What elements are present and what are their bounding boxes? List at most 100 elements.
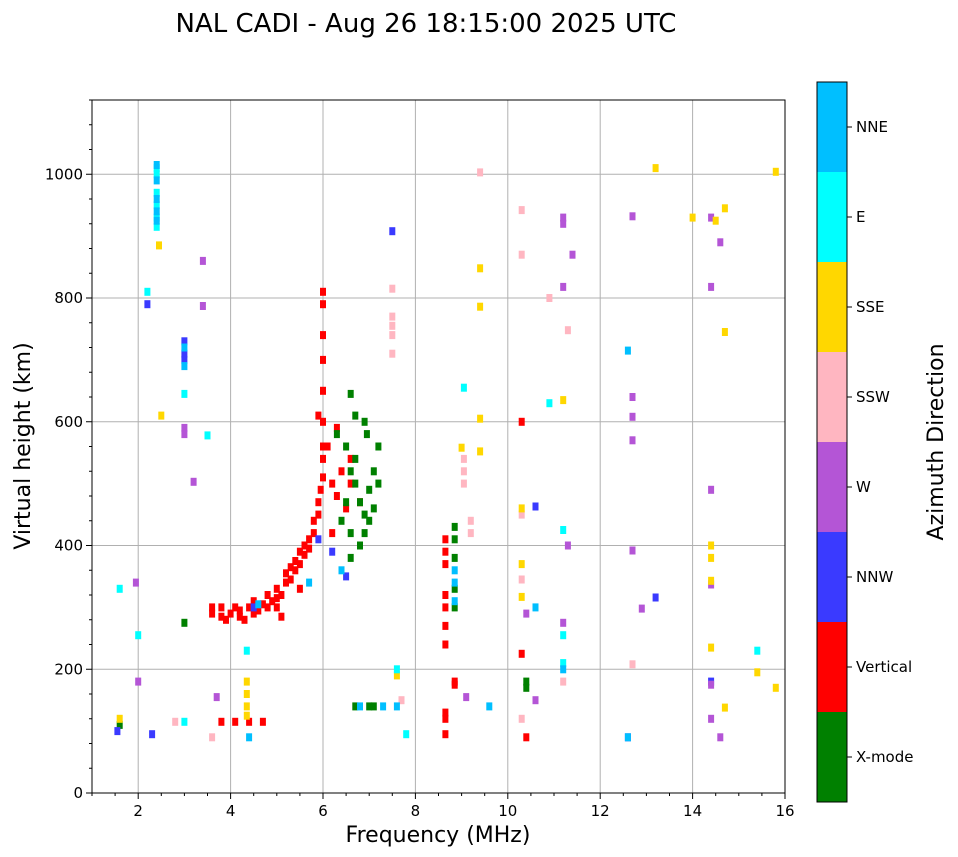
- point-vertical: [306, 544, 313, 553]
- point-sse: [708, 643, 715, 652]
- point-vertical: [278, 591, 285, 599]
- point-vertical: [320, 331, 326, 340]
- point-x-mode: [523, 683, 530, 692]
- point-ssw: [398, 696, 405, 705]
- point-x-mode: [347, 529, 354, 538]
- grid-lines: [92, 100, 786, 794]
- colorbar-tick-label: NNE: [856, 118, 888, 136]
- point-ssw: [460, 467, 467, 476]
- point-vertical: [320, 386, 326, 395]
- point-nne: [181, 362, 188, 371]
- point-w: [629, 412, 636, 421]
- x-tick-label: 8: [411, 802, 421, 820]
- colorbar-tick-label: NNW: [856, 568, 893, 586]
- point-vertical: [343, 504, 350, 513]
- point-vertical: [442, 640, 449, 649]
- point-w: [560, 282, 567, 291]
- point-vertical: [236, 612, 243, 621]
- point-vertical: [264, 591, 271, 599]
- point-x-mode: [451, 584, 458, 593]
- point-vertical: [333, 423, 340, 432]
- point-w: [629, 436, 636, 445]
- point-x-mode: [347, 467, 354, 476]
- point-nne: [153, 161, 160, 169]
- point-nne: [153, 207, 160, 216]
- point-sse: [712, 216, 719, 225]
- point-x-mode: [352, 479, 359, 488]
- point-sse: [243, 702, 250, 711]
- point-x-mode: [366, 485, 373, 494]
- colorbar-label: Azimuth Direction: [924, 343, 949, 540]
- point-vertical: [287, 563, 294, 572]
- point-x-mode: [451, 603, 458, 612]
- point-sse: [772, 683, 779, 692]
- x-tick-label: 16: [775, 802, 794, 820]
- point-vertical: [442, 591, 449, 599]
- point-x-mode: [333, 430, 340, 439]
- point-ssw: [460, 454, 467, 463]
- colorbar: X-mode Vertical NNW W SSW SSE E NNE: [816, 81, 913, 803]
- point-x-mode: [343, 442, 350, 451]
- point-sse: [708, 541, 715, 550]
- point-vertical: [301, 550, 308, 559]
- colorbar-tick-label: W: [856, 478, 871, 496]
- point-w: [569, 250, 576, 259]
- point-e: [153, 188, 160, 197]
- x-axis: 2 4 6 8 10 12 14 16: [91, 793, 795, 820]
- point-vertical: [232, 717, 239, 726]
- point-w: [532, 696, 539, 705]
- point-vertical: [315, 411, 322, 420]
- x-tick-label: 6: [318, 802, 328, 820]
- point-w: [199, 256, 206, 265]
- point-w: [560, 213, 567, 222]
- point-e: [546, 399, 553, 408]
- point-x-mode: [181, 618, 188, 627]
- point-vertical: [442, 603, 449, 612]
- point-vertical: [320, 355, 326, 364]
- point-vertical: [296, 584, 303, 593]
- point-x-mode: [523, 677, 530, 686]
- point-nnw: [149, 730, 156, 739]
- point-vertical: [315, 510, 322, 519]
- point-nnw: [114, 727, 121, 736]
- point-sse: [243, 690, 250, 698]
- point-nne: [153, 195, 160, 203]
- point-vertical: [273, 584, 280, 593]
- x-tick-label: 2: [133, 802, 143, 820]
- point-vertical: [246, 717, 253, 726]
- point-vertical: [223, 615, 229, 624]
- point-x-mode: [366, 516, 373, 525]
- point-nnw: [181, 337, 188, 346]
- point-vertical: [250, 597, 257, 606]
- point-x-mode: [361, 417, 368, 426]
- point-sse: [518, 592, 525, 601]
- point-nne: [451, 566, 458, 575]
- point-sse: [721, 204, 728, 213]
- point-x-mode: [370, 467, 377, 476]
- point-w: [638, 604, 645, 613]
- point-x-mode: [361, 529, 368, 538]
- point-e: [153, 201, 160, 210]
- point-vertical: [287, 575, 294, 584]
- point-nnw: [181, 349, 188, 358]
- point-w: [708, 485, 715, 494]
- point-e: [754, 646, 761, 655]
- point-ssw: [389, 284, 396, 293]
- point-vertical: [269, 597, 276, 606]
- point-x-mode: [352, 411, 359, 420]
- chart-title: NAL CADI - Aug 26 18:15:00 2025 UTC: [176, 9, 677, 39]
- point-ssw: [389, 349, 396, 358]
- point-x-mode: [451, 553, 458, 562]
- point-nne: [532, 603, 539, 612]
- point-sse: [721, 703, 728, 712]
- point-nnw: [250, 603, 257, 612]
- point-nnw: [144, 300, 151, 309]
- colorbar-frame: [816, 81, 848, 803]
- point-x-mode: [370, 702, 377, 711]
- point-e: [144, 287, 151, 296]
- point-w: [717, 238, 724, 247]
- point-nne: [338, 566, 345, 575]
- point-e: [204, 431, 211, 440]
- point-sse: [754, 668, 761, 677]
- point-w: [629, 212, 636, 221]
